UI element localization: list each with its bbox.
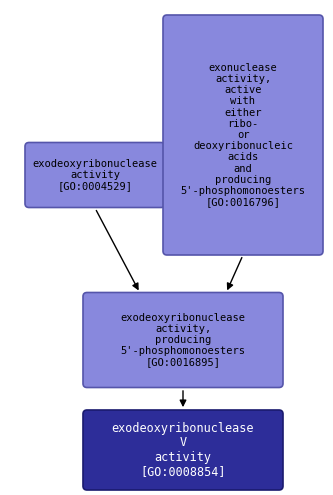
FancyBboxPatch shape xyxy=(25,143,165,207)
Text: exodeoxyribonuclease
activity
[GO:0004529]: exodeoxyribonuclease activity [GO:000452… xyxy=(33,159,158,191)
FancyBboxPatch shape xyxy=(83,293,283,388)
FancyBboxPatch shape xyxy=(163,15,323,255)
Text: exodeoxyribonuclease
activity,
producing
5'-phosphomonoesters
[GO:0016895]: exodeoxyribonuclease activity, producing… xyxy=(121,313,245,367)
Text: exonuclease
activity,
active
with
either
ribo-
or
deoxyribonucleic
acids
and
pro: exonuclease activity, active with either… xyxy=(180,63,305,207)
Text: exodeoxyribonuclease
V
activity
[GO:0008854]: exodeoxyribonuclease V activity [GO:0008… xyxy=(112,422,254,478)
FancyBboxPatch shape xyxy=(83,410,283,490)
